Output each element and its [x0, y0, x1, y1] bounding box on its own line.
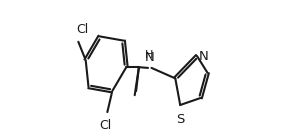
Text: S: S — [176, 113, 184, 126]
Text: N: N — [144, 51, 154, 64]
Text: Cl: Cl — [99, 119, 112, 132]
Text: H: H — [145, 50, 153, 60]
Text: Cl: Cl — [76, 23, 88, 36]
Text: N: N — [199, 50, 208, 62]
